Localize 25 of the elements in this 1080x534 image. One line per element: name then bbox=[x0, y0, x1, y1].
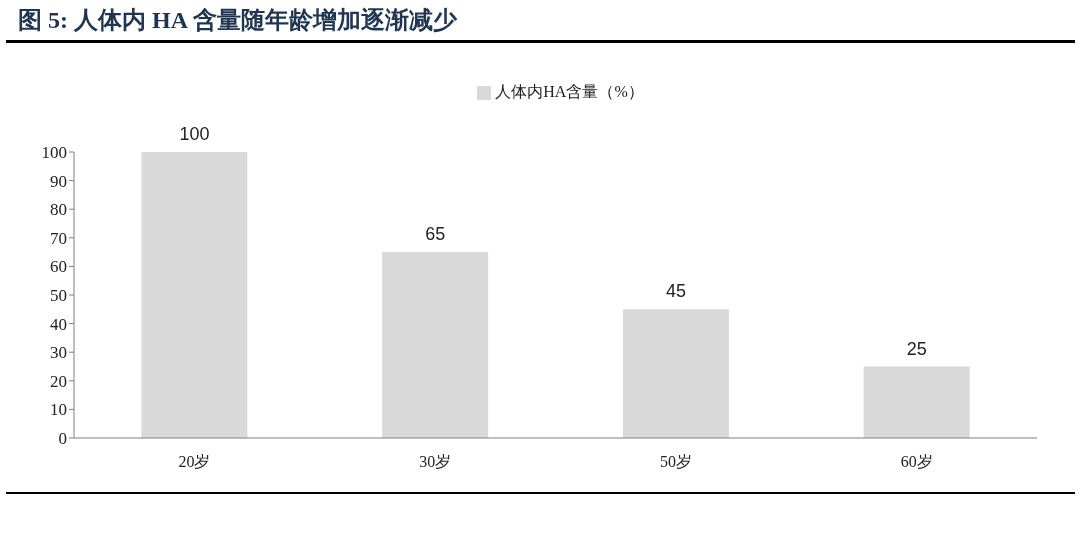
x-tick-label: 30岁 bbox=[419, 453, 452, 471]
y-tick-label: 30 bbox=[50, 343, 67, 363]
legend-label: 人体内HA含量（%） bbox=[495, 83, 644, 100]
bar bbox=[622, 309, 729, 438]
x-tick-label: 60岁 bbox=[900, 453, 933, 471]
bar bbox=[382, 252, 489, 438]
bar bbox=[141, 152, 248, 438]
y-tick-label: 100 bbox=[41, 143, 67, 163]
bar bbox=[863, 366, 970, 438]
data-label: 100 bbox=[179, 124, 210, 144]
chart-title: 图 5: 人体内 HA 含量随年龄增加逐渐减少 bbox=[18, 6, 457, 35]
y-tick-label: 90 bbox=[50, 171, 67, 191]
data-label: 65 bbox=[425, 224, 446, 245]
y-tick-label: 0 bbox=[58, 429, 67, 449]
y-tick-label: 20 bbox=[50, 371, 67, 391]
x-tick-label: 50岁 bbox=[659, 453, 692, 471]
x-tick-label: 20岁 bbox=[178, 453, 211, 471]
y-tick-label: 60 bbox=[50, 257, 67, 277]
y-tick-label: 50 bbox=[50, 286, 67, 306]
y-tick-label: 10 bbox=[50, 400, 67, 420]
data-label: 45 bbox=[665, 281, 686, 302]
y-tick-label: 70 bbox=[50, 228, 67, 248]
y-tick-label: 40 bbox=[50, 314, 67, 334]
data-label: 25 bbox=[906, 338, 927, 359]
y-tick-label: 80 bbox=[50, 200, 67, 220]
